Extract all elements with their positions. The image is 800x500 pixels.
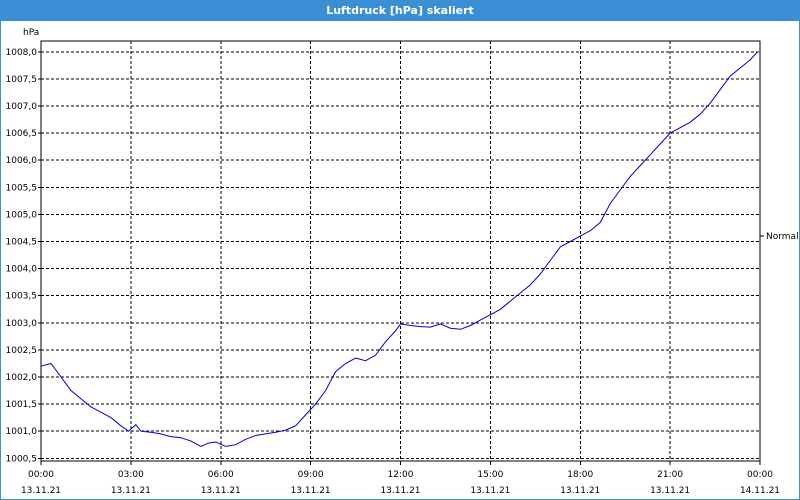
y-tick-label: 1002,5 <box>6 346 38 356</box>
x-tick-date: 13.11.21 <box>380 486 420 496</box>
x-tick-date: 13.11.21 <box>111 486 151 496</box>
x-tick-date: 14.11.21 <box>740 486 780 496</box>
y-tick-label: 1002,0 <box>6 373 38 383</box>
x-tick-date: 13.11.21 <box>291 486 331 496</box>
y-tick-label: 1006,0 <box>6 156 38 166</box>
x-tick-date: 13.11.21 <box>21 486 61 496</box>
y-tick-label: 1007,0 <box>6 102 38 112</box>
y-tick-label: 1006,5 <box>6 129 38 139</box>
x-tick-time: 00:00 <box>28 470 54 480</box>
window-title: Luftdruck [hPa] skaliert <box>1 1 799 21</box>
y-tick-label: 1008,0 <box>6 48 38 58</box>
pressure-chart: 1000,5 1001,0 1001,5 1002,0 1002,5 1003,0 1003… <box>6 28 799 496</box>
x-tick-date: 13.11.21 <box>201 486 241 496</box>
x-tick-date: 13.11.21 <box>650 486 690 496</box>
x-tick-time: 06:00 <box>208 470 234 480</box>
x-tick-time: 12:00 <box>388 470 414 480</box>
x-tick-time: 21:00 <box>657 470 683 480</box>
y-tick-label: 1001,5 <box>6 400 38 410</box>
y-tick-label: 1005,0 <box>6 210 38 220</box>
y-tick-label: 1003,0 <box>6 319 38 329</box>
y-tick-label: 1001,0 <box>6 427 38 437</box>
pressure-series-line <box>40 51 758 447</box>
y-tick-label: 1000,5 <box>6 454 38 464</box>
x-tick-time: 03:00 <box>118 470 144 480</box>
x-tick-date: 13.11.21 <box>560 486 600 496</box>
x-tick-time: 15:00 <box>477 470 503 480</box>
x-tick-time: 18:00 <box>567 470 593 480</box>
y-tick-label: 1003,5 <box>6 292 38 302</box>
y-axis-label: hPa <box>23 28 39 38</box>
x-tick-time: 09:00 <box>298 470 324 480</box>
plot-frame <box>40 40 761 462</box>
y-tick-label: 1005,5 <box>6 183 38 193</box>
y-tick-label: 1004,5 <box>6 238 38 248</box>
y-tick-label: 1007,5 <box>6 75 38 85</box>
y-tick-label: 1004,0 <box>6 265 38 275</box>
x-tick-time: 00:00 <box>747 470 773 480</box>
x-tick-date: 13.11.21 <box>470 486 510 496</box>
normal-label: Normal <box>766 232 799 242</box>
